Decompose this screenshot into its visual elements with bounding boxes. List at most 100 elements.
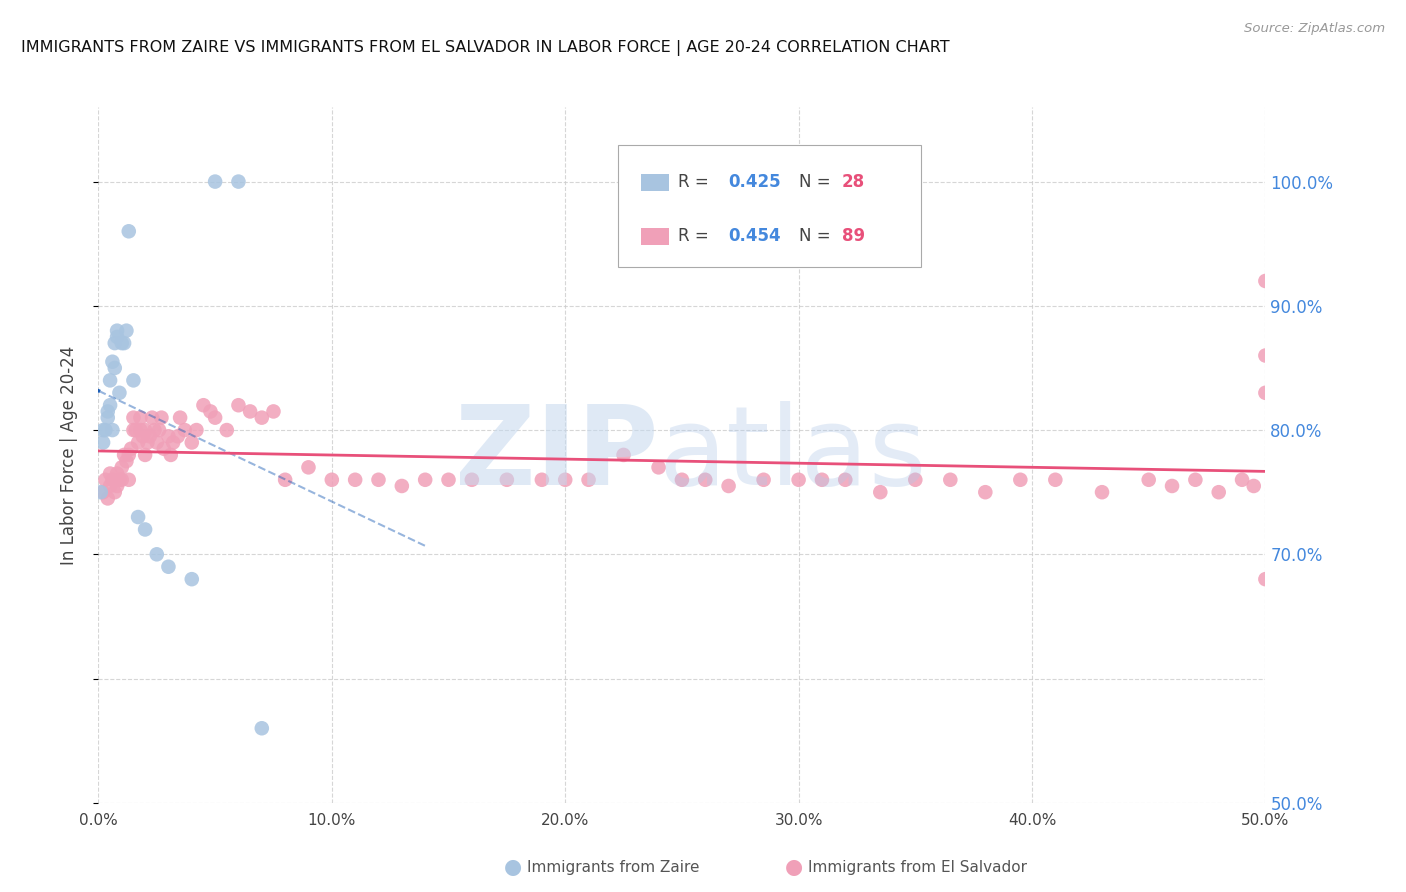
Y-axis label: In Labor Force | Age 20-24: In Labor Force | Age 20-24 — [59, 345, 77, 565]
Text: R =: R = — [679, 227, 714, 245]
Point — [717, 479, 740, 493]
Point — [1161, 479, 1184, 493]
Text: N =: N = — [799, 227, 835, 245]
Point — [157, 559, 180, 574]
Point — [141, 410, 163, 425]
Point — [152, 442, 174, 456]
FancyBboxPatch shape — [641, 174, 669, 191]
Point — [97, 410, 120, 425]
Point — [752, 473, 775, 487]
Point — [111, 460, 134, 475]
Point — [98, 479, 121, 493]
Point — [1243, 479, 1265, 493]
Point — [104, 485, 127, 500]
Point — [1045, 473, 1067, 487]
Point — [118, 448, 141, 462]
Point — [180, 572, 202, 586]
Point — [1230, 473, 1253, 487]
Point — [297, 460, 319, 475]
Point — [105, 479, 128, 493]
Text: Immigrants from Zaire: Immigrants from Zaire — [527, 860, 700, 874]
Point — [146, 435, 169, 450]
Point — [105, 324, 128, 338]
Text: Source: ZipAtlas.com: Source: ZipAtlas.com — [1244, 22, 1385, 36]
Point — [613, 448, 636, 462]
Point — [166, 429, 188, 443]
Point — [496, 473, 519, 487]
Text: R =: R = — [679, 173, 714, 192]
Point — [811, 473, 834, 487]
Point — [228, 398, 250, 412]
Point — [122, 373, 145, 387]
Text: IMMIGRANTS FROM ZAIRE VS IMMIGRANTS FROM EL SALVADOR IN LABOR FORCE | AGE 20-24 : IMMIGRANTS FROM ZAIRE VS IMMIGRANTS FROM… — [21, 40, 949, 56]
Point — [1091, 485, 1114, 500]
Point — [105, 330, 128, 344]
Point — [148, 423, 170, 437]
Point — [134, 448, 156, 462]
Point — [98, 398, 121, 412]
Point — [127, 435, 149, 450]
Point — [1184, 473, 1206, 487]
Point — [129, 423, 152, 437]
Point — [530, 473, 553, 487]
Text: 0.425: 0.425 — [728, 173, 782, 192]
Point — [104, 336, 127, 351]
Point — [105, 467, 128, 481]
Point — [118, 224, 141, 238]
Point — [118, 473, 141, 487]
Point — [112, 448, 135, 462]
Point — [974, 485, 997, 500]
Point — [108, 385, 131, 400]
Point — [115, 454, 138, 468]
Point — [391, 479, 413, 493]
Point — [193, 398, 215, 412]
Point — [367, 473, 389, 487]
Point — [186, 423, 208, 437]
Point — [108, 473, 131, 487]
Point — [143, 423, 166, 437]
Point — [94, 423, 117, 437]
Point — [1254, 385, 1277, 400]
FancyBboxPatch shape — [617, 145, 921, 267]
Point — [262, 404, 284, 418]
Point — [104, 361, 127, 376]
Point — [101, 423, 124, 437]
Point — [139, 429, 162, 443]
Point — [834, 473, 856, 487]
Point — [869, 485, 891, 500]
Point — [647, 460, 669, 475]
Point — [671, 473, 693, 487]
Point — [94, 473, 117, 487]
Point — [437, 473, 460, 487]
Point — [101, 355, 124, 369]
Point — [939, 473, 962, 487]
Point — [98, 373, 121, 387]
Point — [274, 473, 297, 487]
Point — [136, 435, 159, 450]
Point — [250, 721, 273, 735]
Point — [101, 473, 124, 487]
Point — [215, 423, 238, 437]
Point — [1254, 572, 1277, 586]
Point — [413, 473, 436, 487]
Point — [150, 410, 173, 425]
Point — [125, 423, 148, 437]
Point — [787, 473, 810, 487]
Point — [173, 423, 195, 437]
Text: 89: 89 — [842, 227, 865, 245]
Point — [554, 473, 576, 487]
Point — [695, 473, 717, 487]
Point — [200, 404, 222, 418]
Point — [578, 473, 600, 487]
Point — [146, 547, 169, 561]
FancyBboxPatch shape — [641, 228, 669, 244]
Point — [228, 175, 250, 189]
Point — [169, 410, 191, 425]
Point — [132, 429, 155, 443]
Point — [91, 435, 114, 450]
Text: ●: ● — [786, 857, 803, 877]
Point — [159, 448, 181, 462]
Point — [98, 467, 121, 481]
Point — [91, 485, 114, 500]
Text: atlas: atlas — [658, 401, 927, 508]
